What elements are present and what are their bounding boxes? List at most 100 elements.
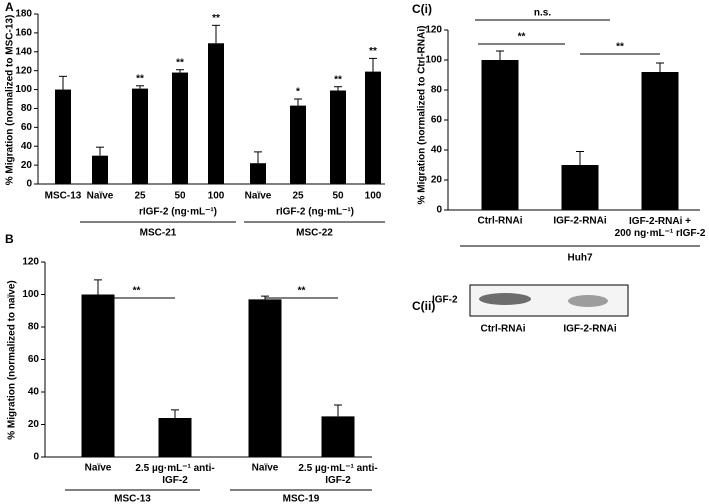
x-tick-label: 50 bbox=[332, 191, 344, 202]
bar bbox=[55, 89, 71, 184]
error-bar bbox=[294, 98, 302, 106]
x-tick-label: IGF-2-RNAi bbox=[553, 216, 607, 227]
bar bbox=[561, 165, 599, 210]
group-label: Huh7 bbox=[568, 253, 593, 264]
y-tick-label: 0 bbox=[436, 205, 442, 216]
error-bar bbox=[136, 85, 144, 89]
x-tick-label: MSC-13 bbox=[45, 191, 82, 202]
y-tick-label: 20 bbox=[21, 160, 33, 171]
x-tick-label: 100 bbox=[208, 191, 225, 202]
y-tick-label: 140 bbox=[15, 46, 32, 57]
lane-label: IGF-2-RNAi bbox=[563, 324, 617, 335]
x-tick-label: Naïve bbox=[85, 463, 112, 474]
significance: ** bbox=[334, 74, 342, 85]
y-tick-label: 100 bbox=[15, 84, 32, 95]
y-tick-label: 80 bbox=[28, 322, 40, 333]
panel-label: B bbox=[5, 232, 14, 246]
error-bar bbox=[496, 50, 504, 60]
x-tick-label: Naïve bbox=[87, 191, 114, 202]
bar bbox=[208, 43, 224, 185]
y-tick-label: 120 bbox=[425, 25, 442, 36]
y-tick-label: 180 bbox=[15, 9, 32, 20]
significance: ** bbox=[616, 42, 624, 53]
x-tick-label: Naïve bbox=[252, 463, 279, 474]
bar bbox=[92, 155, 108, 184]
y-tick-label: 0 bbox=[33, 452, 39, 463]
group-label: MSC-19 bbox=[283, 494, 320, 504]
x-tick-label: 2.5 µg·mL⁻¹ anti-IGF-2 bbox=[298, 463, 377, 486]
bar bbox=[321, 416, 355, 457]
significance: ** bbox=[212, 13, 220, 24]
significance: ** bbox=[133, 286, 141, 297]
y-tick-label: 20 bbox=[28, 419, 40, 430]
bar bbox=[481, 60, 519, 210]
x-tick-label: 50 bbox=[174, 191, 186, 202]
x-tick-label: Ctrl-RNAi bbox=[478, 216, 523, 227]
x-tick-label: Naïve bbox=[245, 191, 272, 202]
y-axis-title: % Migration (normalized to Ctrl-RNAi) bbox=[417, 26, 428, 205]
error-bar bbox=[212, 24, 220, 44]
y-tick-label: 0 bbox=[26, 179, 32, 190]
bar bbox=[132, 88, 148, 184]
error-bar bbox=[369, 57, 377, 72]
y-tick-label: 40 bbox=[431, 145, 443, 156]
x-tick-label: 2.5 µg·mL⁻¹ anti-IGF-2 bbox=[135, 463, 214, 486]
blot-band bbox=[479, 293, 531, 305]
lane-label: Ctrl-RNAi bbox=[481, 324, 526, 335]
y-tick-label: 100 bbox=[22, 289, 39, 300]
blot-label: IGF-2 bbox=[432, 295, 458, 306]
panel-label: C(i) bbox=[412, 2, 432, 16]
error-bar bbox=[334, 404, 342, 417]
bar bbox=[172, 72, 188, 184]
x-tick-label: 25 bbox=[134, 191, 146, 202]
y-tick-label: 60 bbox=[21, 122, 33, 133]
y-tick-label: 60 bbox=[431, 115, 443, 126]
group-label: MSC-13 bbox=[114, 494, 151, 504]
error-bar bbox=[254, 151, 262, 164]
y-tick-label: 20 bbox=[431, 175, 443, 186]
error-bar bbox=[576, 151, 584, 165]
y-tick-label: 40 bbox=[21, 141, 33, 152]
group-sublabel: rIGF-2 (ng·mL⁻¹) bbox=[139, 207, 217, 218]
error-bar bbox=[656, 62, 664, 72]
bar bbox=[250, 163, 266, 184]
significance: ** bbox=[298, 286, 306, 297]
significance: ** bbox=[176, 57, 184, 68]
y-tick-label: 120 bbox=[15, 65, 32, 76]
y-tick-label: 100 bbox=[425, 55, 442, 66]
panel-label: A bbox=[5, 0, 14, 14]
significance: * bbox=[296, 87, 300, 98]
error-bar bbox=[171, 409, 179, 418]
x-tick-label: IGF-2-RNAi +200 ng·mL⁻¹ rIGF-2 bbox=[615, 216, 706, 239]
y-axis-title: % Migration (normalized to MSC-13) bbox=[5, 15, 16, 186]
group-sublabel: rIGF-2 (ng·mL⁻¹) bbox=[276, 207, 354, 218]
error-bar bbox=[94, 279, 102, 295]
blot-band bbox=[568, 295, 608, 307]
bar bbox=[365, 71, 381, 184]
significance: n.s. bbox=[534, 8, 551, 19]
bar bbox=[290, 105, 306, 184]
y-tick-label: 60 bbox=[28, 354, 40, 365]
significance: ** bbox=[369, 46, 377, 57]
significance: ** bbox=[518, 32, 526, 43]
error-bar bbox=[176, 69, 184, 73]
group-label: MSC-22 bbox=[296, 228, 333, 239]
x-tick-label: 100 bbox=[365, 191, 382, 202]
error-bar bbox=[59, 75, 67, 90]
y-tick-label: 120 bbox=[22, 257, 39, 268]
bar bbox=[158, 418, 192, 457]
y-tick-label: 80 bbox=[21, 103, 33, 114]
panel-label: C(ii) bbox=[412, 299, 435, 313]
y-axis-title: % Migration (normalized to naïve) bbox=[7, 280, 18, 439]
group-label: MSC-21 bbox=[140, 228, 177, 239]
y-tick-label: 40 bbox=[28, 387, 40, 398]
bar bbox=[641, 72, 679, 210]
error-bar bbox=[96, 146, 104, 156]
bar bbox=[81, 294, 115, 457]
x-tick-label: 25 bbox=[292, 191, 304, 202]
significance: ** bbox=[136, 73, 144, 84]
bar bbox=[330, 90, 346, 184]
y-tick-label: 80 bbox=[431, 85, 443, 96]
